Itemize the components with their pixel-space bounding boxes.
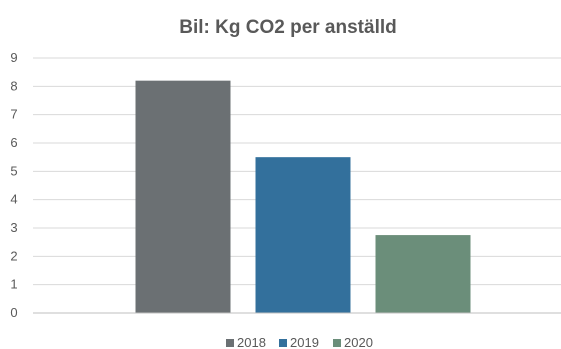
y-axis-ticks: 0 1 2 3 4 5 6 7 8 9 xyxy=(10,50,17,320)
chart-title: Bil: Kg CO2 per anställd xyxy=(179,17,396,38)
legend-swatch-2019 xyxy=(279,339,287,347)
y-tick-label: 5 xyxy=(10,163,17,178)
y-tick-label: 9 xyxy=(10,50,17,65)
legend-swatch-2018 xyxy=(226,339,234,347)
legend-label-2018: 2018 xyxy=(237,335,266,349)
y-tick-label: 0 xyxy=(10,305,17,320)
y-tick-label: 4 xyxy=(10,192,17,207)
y-tick-label: 1 xyxy=(10,277,17,292)
legend: 2018 2019 2020 xyxy=(226,335,373,349)
bar-2020 xyxy=(375,235,471,313)
legend-label-2020: 2020 xyxy=(344,335,373,349)
bars xyxy=(135,80,471,314)
y-tick-label: 7 xyxy=(10,107,17,122)
legend-swatch-2020 xyxy=(333,339,341,347)
y-tick-label: 2 xyxy=(10,248,17,263)
y-tick-label: 6 xyxy=(10,135,17,150)
bar-2018 xyxy=(135,80,231,314)
bar-2019 xyxy=(255,157,351,313)
y-tick-label: 8 xyxy=(10,78,17,93)
legend-label-2019: 2019 xyxy=(290,335,319,349)
y-tick-label: 3 xyxy=(10,220,17,235)
